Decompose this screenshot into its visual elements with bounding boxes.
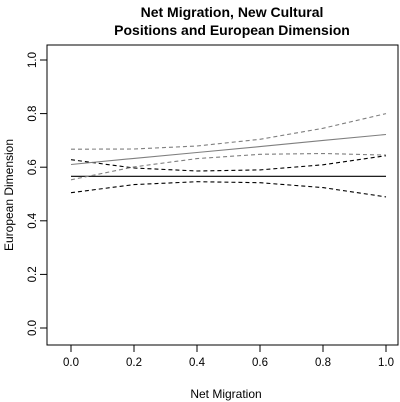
series-line-3 xyxy=(70,181,387,198)
x-tick-label: 0.0 xyxy=(63,357,79,369)
chart-title-line-1: Net Migration, New Cultural xyxy=(141,4,324,20)
y-tick-label: 1.0 xyxy=(27,52,39,68)
x-tick-label: 0.8 xyxy=(315,357,331,369)
x-tick-label: 0.6 xyxy=(252,357,268,369)
x-tick-label: 1.0 xyxy=(378,357,394,369)
series-line-5 xyxy=(70,113,387,150)
y-tick-label: 0.8 xyxy=(27,106,39,122)
plot-frame xyxy=(46,44,399,346)
x-tick-label: 0.2 xyxy=(126,357,142,369)
y-tick-label: 0.2 xyxy=(27,266,39,282)
series-line-2 xyxy=(70,155,387,172)
x-tick-label: 0.4 xyxy=(189,357,206,369)
y-axis-label: European Dimension xyxy=(2,139,16,251)
y-tick-label: 0.6 xyxy=(27,159,39,175)
y-axis: 0.0 0.2 0.4 0.6 0.8 1.0 xyxy=(27,52,48,336)
y-tick-label: 0.4 xyxy=(27,212,39,229)
x-axis: 0.0 0.2 0.4 0.6 0.8 1.0 xyxy=(63,344,394,369)
chart-title-line-2: Positions and European Dimension xyxy=(114,22,350,38)
y-tick-label: 0.0 xyxy=(27,320,39,336)
series-layer xyxy=(70,113,387,198)
x-axis-label: Net Migration xyxy=(190,387,261,401)
series-line-4 xyxy=(70,133,387,166)
